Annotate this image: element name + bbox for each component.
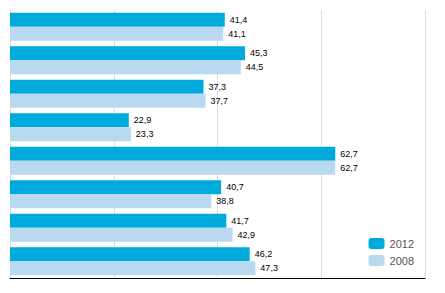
svg-text:46,2: 46,2 xyxy=(255,249,273,259)
svg-text:45,3: 45,3 xyxy=(250,48,268,58)
svg-text:38,8: 38,8 xyxy=(216,196,234,206)
svg-text:62,7: 62,7 xyxy=(340,163,358,173)
svg-text:62,7: 62,7 xyxy=(340,149,358,159)
svg-text:37,3: 37,3 xyxy=(208,82,226,92)
svg-text:41,1: 41,1 xyxy=(228,29,246,39)
svg-text:40,7: 40,7 xyxy=(226,182,244,192)
svg-text:23,3: 23,3 xyxy=(136,129,154,139)
svg-text:42,9: 42,9 xyxy=(238,230,256,240)
svg-text:41,4: 41,4 xyxy=(230,15,248,25)
svg-text:2012: 2012 xyxy=(390,238,414,250)
svg-text:44,5: 44,5 xyxy=(246,62,264,72)
svg-text:41,7: 41,7 xyxy=(231,216,249,226)
svg-text:47,3: 47,3 xyxy=(260,263,278,273)
svg-text:22,9: 22,9 xyxy=(134,115,152,125)
svg-text:2008: 2008 xyxy=(390,255,414,267)
svg-text:37,7: 37,7 xyxy=(211,96,229,106)
